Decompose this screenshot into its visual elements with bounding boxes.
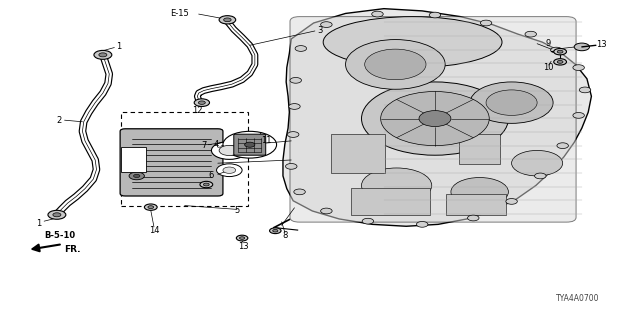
Circle shape bbox=[470, 82, 553, 123]
Text: 10: 10 bbox=[543, 63, 554, 72]
Text: E-15: E-15 bbox=[170, 9, 189, 18]
Circle shape bbox=[365, 49, 426, 80]
Circle shape bbox=[273, 229, 278, 232]
FancyBboxPatch shape bbox=[120, 129, 223, 196]
Circle shape bbox=[534, 173, 546, 179]
Circle shape bbox=[216, 164, 242, 177]
Circle shape bbox=[511, 150, 563, 176]
Circle shape bbox=[198, 101, 205, 104]
Text: 13: 13 bbox=[238, 242, 249, 251]
Circle shape bbox=[372, 11, 383, 17]
Circle shape bbox=[557, 50, 563, 53]
Text: 14: 14 bbox=[148, 226, 159, 235]
Circle shape bbox=[148, 206, 154, 209]
Circle shape bbox=[295, 46, 307, 51]
Text: 6: 6 bbox=[209, 172, 214, 180]
Text: B-5-10: B-5-10 bbox=[44, 231, 76, 240]
Circle shape bbox=[269, 228, 281, 234]
Circle shape bbox=[506, 198, 517, 204]
Text: TYA4A0700: TYA4A0700 bbox=[556, 294, 600, 303]
Circle shape bbox=[557, 60, 563, 63]
FancyBboxPatch shape bbox=[460, 134, 500, 164]
Circle shape bbox=[99, 53, 107, 57]
Text: 9: 9 bbox=[546, 39, 551, 48]
Circle shape bbox=[287, 132, 299, 137]
FancyBboxPatch shape bbox=[121, 112, 248, 206]
Circle shape bbox=[321, 208, 332, 214]
Circle shape bbox=[129, 172, 145, 180]
Circle shape bbox=[362, 82, 508, 155]
Circle shape bbox=[204, 183, 209, 186]
Circle shape bbox=[362, 168, 432, 203]
Circle shape bbox=[194, 99, 209, 107]
Circle shape bbox=[53, 213, 61, 217]
Circle shape bbox=[362, 218, 374, 224]
Ellipse shape bbox=[323, 17, 502, 68]
Circle shape bbox=[236, 235, 248, 241]
Circle shape bbox=[223, 131, 276, 158]
Circle shape bbox=[145, 204, 157, 210]
Circle shape bbox=[94, 50, 112, 59]
Text: 1: 1 bbox=[36, 219, 42, 228]
Circle shape bbox=[554, 49, 566, 55]
Circle shape bbox=[429, 12, 441, 18]
Text: 12: 12 bbox=[192, 106, 203, 115]
Circle shape bbox=[525, 31, 536, 37]
Circle shape bbox=[573, 65, 584, 70]
Text: 11: 11 bbox=[261, 136, 272, 145]
Circle shape bbox=[219, 145, 239, 156]
Text: 7: 7 bbox=[201, 141, 207, 150]
Circle shape bbox=[346, 40, 445, 89]
Circle shape bbox=[289, 104, 300, 109]
Text: 8: 8 bbox=[282, 231, 287, 240]
Circle shape bbox=[200, 181, 212, 188]
Circle shape bbox=[554, 59, 566, 65]
Circle shape bbox=[557, 143, 568, 148]
Text: 1: 1 bbox=[116, 42, 122, 52]
Text: 3: 3 bbox=[317, 26, 323, 35]
FancyBboxPatch shape bbox=[121, 147, 146, 172]
Circle shape bbox=[381, 92, 489, 146]
Circle shape bbox=[579, 87, 591, 93]
Text: 4: 4 bbox=[214, 140, 219, 149]
Circle shape bbox=[211, 141, 247, 159]
Polygon shape bbox=[283, 9, 591, 226]
Text: 13: 13 bbox=[596, 40, 607, 49]
Circle shape bbox=[486, 90, 537, 116]
Circle shape bbox=[550, 47, 562, 53]
Circle shape bbox=[467, 215, 479, 221]
Text: FR.: FR. bbox=[65, 245, 81, 254]
Circle shape bbox=[239, 237, 244, 239]
Circle shape bbox=[223, 167, 236, 173]
Circle shape bbox=[48, 210, 66, 219]
FancyBboxPatch shape bbox=[290, 17, 576, 222]
Text: 5: 5 bbox=[234, 206, 239, 215]
FancyBboxPatch shape bbox=[234, 134, 266, 155]
Circle shape bbox=[290, 77, 301, 83]
Circle shape bbox=[417, 221, 428, 227]
Circle shape bbox=[451, 178, 508, 206]
Circle shape bbox=[419, 111, 451, 126]
Circle shape bbox=[134, 174, 140, 178]
Circle shape bbox=[573, 113, 584, 118]
Circle shape bbox=[321, 22, 332, 28]
Circle shape bbox=[574, 43, 589, 51]
FancyBboxPatch shape bbox=[332, 134, 385, 173]
Circle shape bbox=[294, 189, 305, 195]
Circle shape bbox=[480, 20, 492, 26]
Circle shape bbox=[244, 142, 255, 147]
Circle shape bbox=[285, 164, 297, 169]
Text: 2: 2 bbox=[57, 116, 62, 125]
FancyBboxPatch shape bbox=[447, 195, 506, 215]
FancyBboxPatch shape bbox=[351, 188, 430, 215]
Circle shape bbox=[219, 16, 236, 24]
Circle shape bbox=[223, 18, 231, 22]
